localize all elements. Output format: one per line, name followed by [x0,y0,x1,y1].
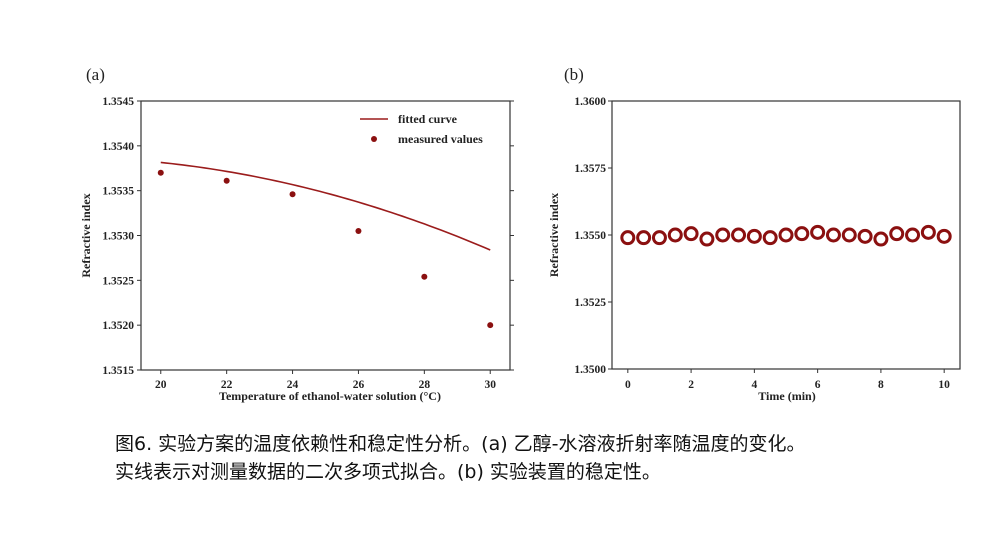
panel-a-y-axis: 1.3515 1.3520 1.3525 1.3530 1.3535 1.3540 1.35… [102,96,514,377]
stability-point [889,226,905,242]
panel-b-x-tick-label: 6 [815,379,821,391]
panel-a-y-tick-label: 1.3515 [102,365,134,377]
fitted-curve-line [160,161,491,251]
measured-value-point [223,177,230,184]
panel-b-y-tick-label: 1.3525 [574,297,606,309]
panel-a-x-tick-label: 30 [484,379,496,391]
stability-point [636,230,652,246]
panel-a-legend: fitted curve measured values [360,112,483,146]
panel-a-x-tick-label: 26 [353,379,365,391]
measured-value-point [421,273,428,280]
legend-measured-values-label: measured values [398,132,483,146]
panel-b-y-tick-label: 1.3550 [574,230,606,242]
panel-a-x-tick-label: 28 [419,379,431,391]
panel-a-y-tick-label: 1.3520 [102,320,134,332]
panel-b-x-tick-label: 10 [938,379,950,391]
panel-b-y-tick-label: 1.3575 [574,163,606,175]
panel-b-x-tick-label: 0 [625,379,631,391]
stability-point [699,231,715,247]
stability-point [683,226,699,242]
measured-value-point [157,169,164,176]
figure-caption-line-2: 实线表示对测量数据的二次多项式拟合。(b) 实验装置的稳定性。 [115,461,661,483]
stability-point [731,227,747,243]
panel-b-stability-over-time: (b) 1.3500 1.3525 1.3550 1.3575 1.3600 0 2 4 6 8… [547,65,961,403]
panel-b-label: (b) [564,65,584,84]
panel-b-x-tick-label: 4 [751,379,757,391]
panel-a-x-axis: 20 22 24 26 28 30 [155,370,496,391]
stability-point [620,230,636,246]
panel-b-y-axis-title: Refractive index [547,193,561,277]
stability-point [825,227,841,243]
panel-a-y-tick-label: 1.3540 [102,141,134,153]
stability-point [810,224,826,240]
stability-point [778,227,794,243]
stability-point [667,227,683,243]
stability-point [905,227,921,243]
stability-point [936,228,952,244]
measured-values-points [157,169,494,329]
panel-b-y-axis: 1.3500 1.3525 1.3550 1.3575 1.3600 [574,96,612,376]
stability-point [841,227,857,243]
stability-point [794,226,810,242]
panel-a-y-axis-title: Refractive index [79,193,93,277]
panel-a-y-tick-label: 1.3525 [102,275,134,287]
figure-caption: 图6. 实验方案的温度依赖性和稳定性分析。(a) 乙醇-水溶液折射率随温度的变化… [115,430,975,486]
measured-value-point [487,322,494,329]
panel-a-x-axis-title: Temperature of ethanol-water solution (°… [219,389,441,403]
measured-value-point [289,191,296,198]
panel-b-x-axis-title: Time (min) [758,389,815,403]
measured-value-point [355,228,362,235]
stability-point [651,230,667,246]
panel-a-y-tick-label: 1.3535 [102,186,134,198]
stability-point [873,231,889,247]
panel-b-x-axis: 0 2 4 6 8 10 [625,369,950,391]
panel-a-y-tick-label: 1.3530 [102,231,134,243]
panel-b-x-tick-label: 2 [688,379,694,391]
panel-a-x-tick-label: 22 [221,379,233,391]
stability-point [857,228,873,244]
stability-measurement-points [620,224,952,247]
panel-a-x-tick-label: 24 [287,379,299,391]
panel-a-y-tick-label: 1.3545 [102,96,134,108]
figure-caption-line-1: 图6. 实验方案的温度依赖性和稳定性分析。(a) 乙醇-水溶液折射率随温度的变化… [115,433,806,455]
stability-point [920,224,936,240]
panel-b-y-tick-label: 1.3500 [574,364,606,376]
stability-point [746,228,762,244]
legend-measured-values-swatch [371,136,377,142]
panel-b-x-tick-label: 8 [878,379,884,391]
stability-point [715,227,731,243]
panel-b-y-tick-label: 1.3600 [574,96,606,108]
panel-a-label: (a) [86,65,105,84]
panel-a-x-tick-label: 20 [155,379,167,391]
panel-a-refractive-index-vs-temperature: (a) 1.3515 1.3520 1.3525 1.3530 1.3535 1.3540… [79,65,514,403]
legend-fitted-curve-label: fitted curve [398,112,458,126]
stability-point [762,230,778,246]
